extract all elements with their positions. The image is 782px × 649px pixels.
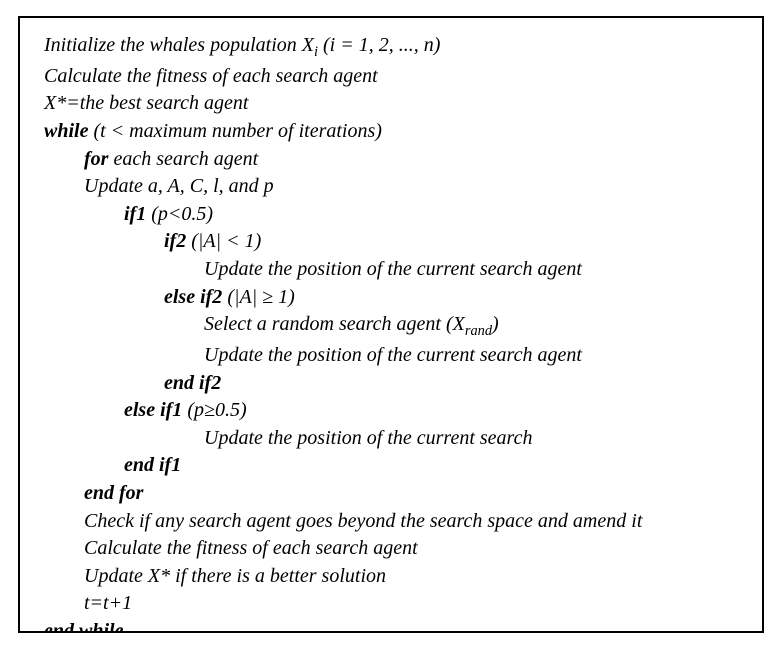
text: Update the position of the current searc… [204, 258, 582, 280]
keyword-for: for [84, 148, 108, 170]
keyword-elseif1: else if1 [124, 399, 182, 421]
text: (p<0.5) [146, 203, 213, 225]
keyword-endif2: end if2 [164, 372, 221, 394]
keyword-while: while [44, 120, 88, 142]
code-line: Update the position of the current searc… [44, 256, 742, 284]
text: Select a random search agent (X [204, 313, 465, 335]
text: X*=the best search agent [44, 92, 248, 114]
code-line: Calculate the fitness of each search age… [44, 63, 742, 91]
code-line: end for [44, 480, 742, 508]
text: Calculate the fitness of each search age… [44, 65, 378, 87]
keyword-endif1: end if1 [124, 454, 181, 476]
text: Check if any search agent goes beyond th… [84, 510, 642, 532]
code-line: if2 (|A| < 1) [44, 228, 742, 256]
text: Update the position of the current searc… [204, 427, 532, 449]
text: Update X* if there is a better solution [84, 565, 386, 587]
keyword-if1: if1 [124, 203, 146, 225]
text: each search agent [108, 148, 258, 170]
code-line: Check if any search agent goes beyond th… [44, 508, 742, 536]
keyword-endwhile: end while [44, 620, 123, 633]
text: (|A| < 1) [186, 230, 261, 252]
code-line: else if1 (p≥0.5) [44, 397, 742, 425]
text: Calculate the fitness of each search age… [84, 537, 418, 559]
code-line: end if1 [44, 452, 742, 480]
code-line: Calculate the fitness of each search age… [44, 535, 742, 563]
code-line: Select a random search agent (Xrand) [44, 311, 742, 342]
text: (i = 1, 2, ..., n) [318, 34, 440, 56]
text: ) [492, 313, 499, 335]
text: Update a, A, C, l, and p [84, 175, 274, 197]
keyword-elseif2: else if2 [164, 286, 222, 308]
text: (p≥0.5) [182, 399, 246, 421]
subscript-rand: rand [465, 323, 492, 339]
code-line: X*=the best search agent [44, 90, 742, 118]
code-line: Update X* if there is a better solution [44, 563, 742, 591]
text: Initialize the whales population X [44, 34, 314, 56]
code-line: Initialize the whales population Xi (i =… [44, 32, 742, 63]
pseudocode-box: Initialize the whales population Xi (i =… [18, 16, 764, 633]
code-line: Update the position of the current searc… [44, 425, 742, 453]
code-line: while (t < maximum number of iterations) [44, 118, 742, 146]
code-line: end while [44, 618, 742, 633]
code-line: if1 (p<0.5) [44, 201, 742, 229]
code-line: t=t+1 [44, 590, 742, 618]
code-line: for each search agent [44, 146, 742, 174]
keyword-if2: if2 [164, 230, 186, 252]
code-line: else if2 (|A| ≥ 1) [44, 284, 742, 312]
code-line: Update the position of the current searc… [44, 342, 742, 370]
text: (t < maximum number of iterations) [88, 120, 381, 142]
code-line: end if2 [44, 370, 742, 398]
keyword-endfor: end for [84, 482, 143, 504]
code-line: Update a, A, C, l, and p [44, 173, 742, 201]
text: t=t+1 [84, 592, 132, 614]
text: Update the position of the current searc… [204, 344, 582, 366]
text: (|A| ≥ 1) [222, 286, 295, 308]
